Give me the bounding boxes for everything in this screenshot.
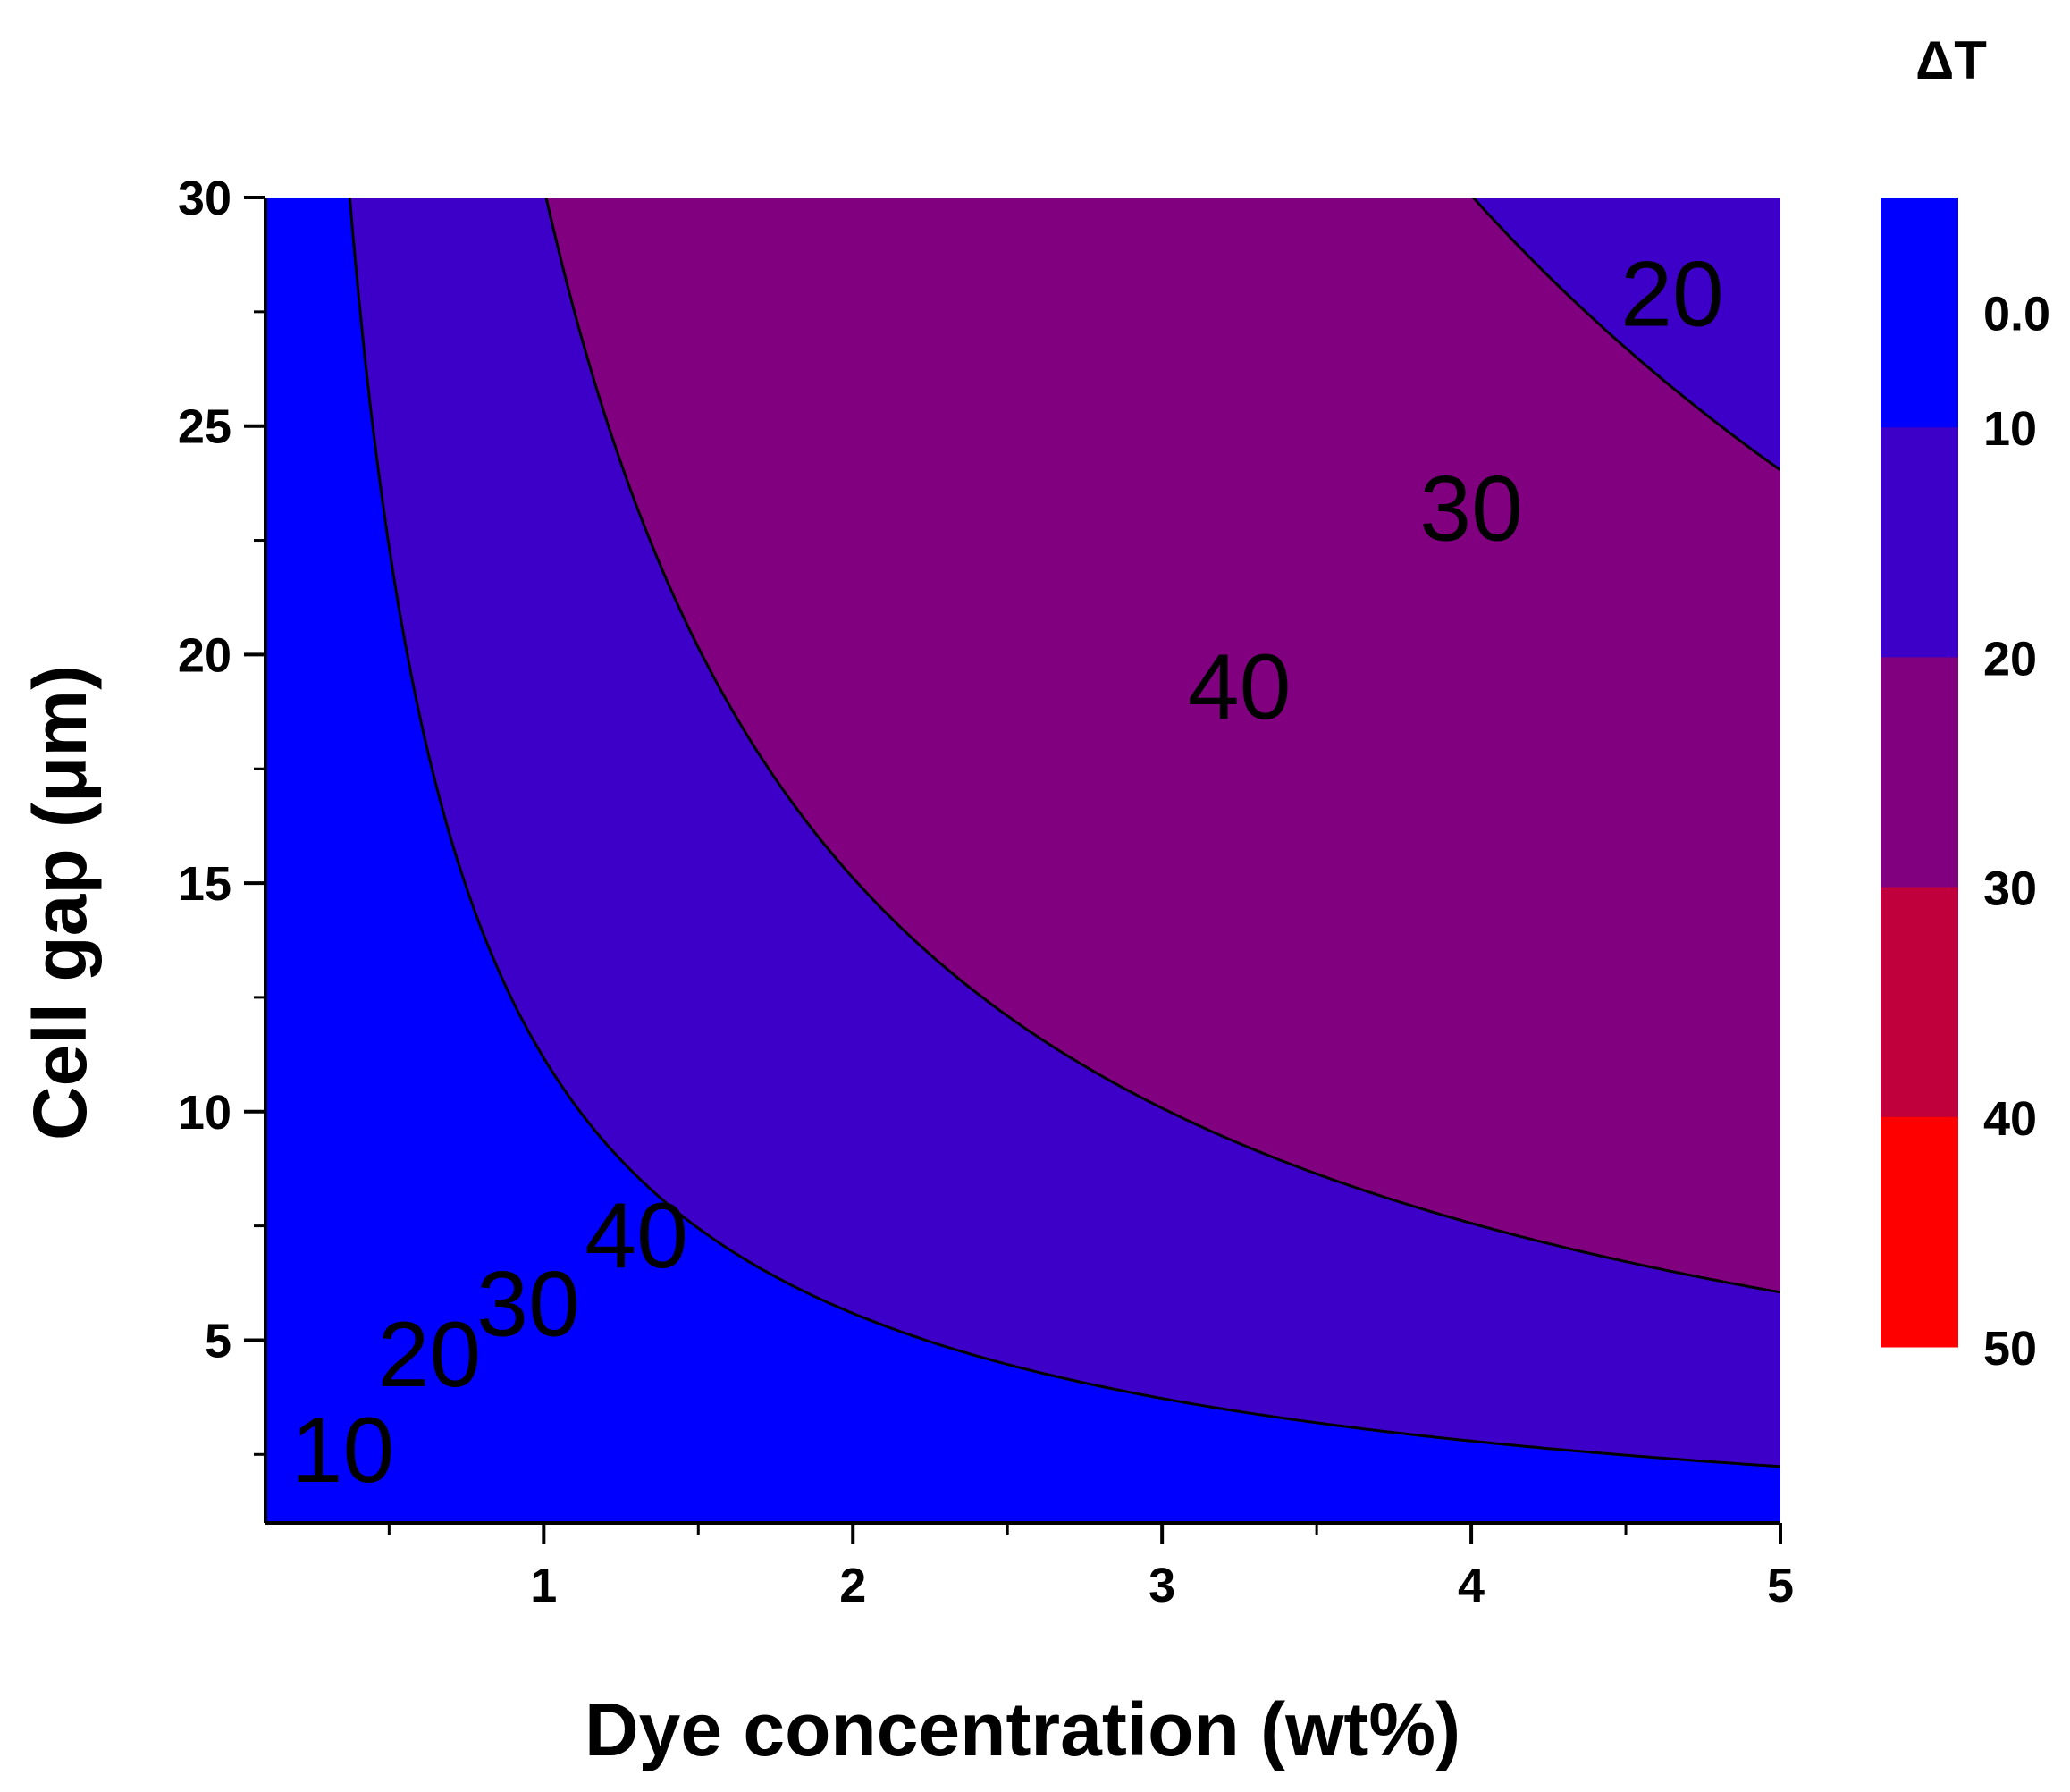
colorbar-label: 50 (1983, 1322, 2037, 1376)
contour-line-20 (1471, 198, 1780, 472)
x-tick-label: 4 (1458, 1559, 1485, 1612)
colorbar-swatch (1881, 198, 1958, 428)
y-tick-label: 5 (205, 1314, 231, 1367)
contour-line-10 (348, 198, 1780, 1468)
colorbar-label: 10 (1983, 402, 2037, 456)
contour-label-20: 20 (377, 1303, 481, 1407)
x-tick-label: 1 (530, 1559, 557, 1612)
colorbar-title: ΔT (1915, 30, 1987, 90)
x-axis-title: Dye concentration (wt%) (585, 1687, 1460, 1771)
y-tick-label: 25 (178, 400, 231, 454)
contour-label-20: 20 (1620, 242, 1724, 346)
contour-line-20 (544, 198, 1780, 1294)
y-tick-label: 20 (178, 628, 231, 682)
contour-label-40: 40 (585, 1184, 688, 1288)
contour-bands (265, 198, 1780, 1523)
colorbar-label: 30 (1983, 862, 2037, 916)
colorbar: ΔT 0.0 10 20 30 40 50 (1881, 30, 2050, 1376)
x-tick-label: 5 (1767, 1559, 1794, 1612)
colorbar-label: 20 (1983, 632, 2037, 686)
x-tick-label: 2 (839, 1559, 866, 1612)
y-tick-label: 30 (178, 172, 231, 225)
y-tick-label: 15 (178, 857, 231, 911)
y-axis-title: Cell gap (μm) (18, 665, 102, 1140)
y-tick-label: 10 (178, 1086, 231, 1140)
contour-label-40: 40 (1188, 635, 1292, 739)
colorbar-swatch (1881, 1116, 1958, 1348)
x-tick-label: 3 (1149, 1559, 1175, 1612)
colorbar-swatch (1881, 657, 1958, 888)
colorbar-label: 40 (1983, 1092, 2037, 1146)
colorbar-swatch (1881, 427, 1958, 658)
colorbar-label: 0.0 (1983, 288, 2050, 341)
colorbar-swatch (1881, 887, 1958, 1118)
contour-label-30: 30 (1419, 458, 1523, 561)
contour-label-30: 30 (476, 1253, 580, 1357)
contour-lines (348, 198, 1780, 1468)
contour-label-10: 10 (291, 1399, 395, 1502)
axes: 1 2 3 4 5 5 10 15 20 25 30 (178, 172, 1794, 1612)
band-20-30 (546, 198, 1780, 1292)
